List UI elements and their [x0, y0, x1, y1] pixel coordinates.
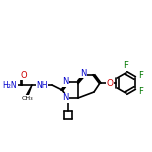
Text: N: N	[62, 93, 68, 102]
Text: O: O	[107, 78, 114, 88]
Text: O: O	[21, 71, 27, 79]
Text: F: F	[138, 71, 143, 79]
Polygon shape	[26, 85, 32, 96]
Text: CH₃: CH₃	[21, 95, 33, 100]
Text: F: F	[138, 86, 143, 95]
Text: F: F	[124, 62, 128, 71]
Text: NH: NH	[36, 81, 48, 90]
Text: N: N	[62, 78, 68, 86]
Text: N: N	[80, 69, 86, 78]
Text: H₂N: H₂N	[3, 81, 17, 90]
